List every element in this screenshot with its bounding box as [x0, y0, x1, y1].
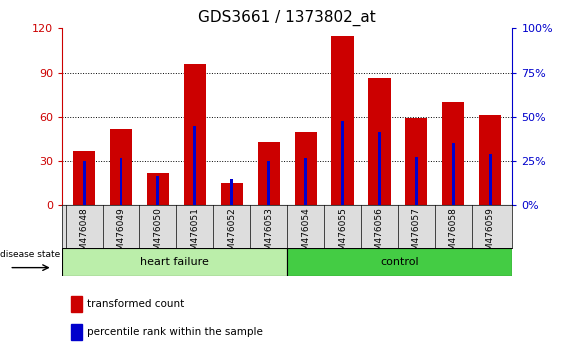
Text: GSM476050: GSM476050 [153, 207, 162, 262]
Text: GSM476055: GSM476055 [338, 207, 347, 262]
Bar [304, 158, 307, 205]
Bar [62, 248, 287, 276]
Bar [73, 151, 95, 205]
Bar [489, 154, 491, 205]
Bar [71, 296, 82, 312]
Text: GSM476053: GSM476053 [264, 207, 273, 262]
Text: GSM476051: GSM476051 [190, 207, 199, 262]
Bar [230, 179, 233, 205]
Text: heart failure: heart failure [140, 257, 209, 267]
Bar [267, 161, 270, 205]
Text: transformed count: transformed count [87, 299, 184, 309]
Text: GSM476054: GSM476054 [301, 207, 310, 262]
Bar [341, 121, 344, 205]
Text: GSM476049: GSM476049 [117, 207, 126, 262]
Bar [184, 64, 206, 205]
Text: control: control [381, 257, 419, 267]
Bar [157, 176, 159, 205]
Bar [193, 126, 196, 205]
Bar [378, 132, 381, 205]
Bar [221, 183, 243, 205]
Bar [258, 142, 280, 205]
Bar [110, 129, 132, 205]
Bar [405, 118, 427, 205]
Text: disease state: disease state [0, 250, 60, 259]
Bar [83, 161, 86, 205]
Bar [119, 158, 123, 205]
Bar [71, 324, 82, 340]
Text: GSM476052: GSM476052 [227, 207, 236, 262]
Text: GSM476057: GSM476057 [412, 207, 421, 262]
Bar [368, 79, 391, 205]
Text: GSM476048: GSM476048 [79, 207, 88, 262]
Bar [442, 102, 464, 205]
Text: GSM476058: GSM476058 [449, 207, 458, 262]
Bar [147, 173, 169, 205]
Bar [479, 115, 501, 205]
Text: GSM476056: GSM476056 [375, 207, 384, 262]
Title: GDS3661 / 1373802_at: GDS3661 / 1373802_at [198, 9, 376, 25]
Bar [294, 132, 316, 205]
Bar [287, 248, 512, 276]
Text: percentile rank within the sample: percentile rank within the sample [87, 327, 262, 337]
Bar [452, 143, 455, 205]
Bar [415, 156, 418, 205]
Text: GSM476059: GSM476059 [486, 207, 495, 262]
Bar [332, 36, 354, 205]
